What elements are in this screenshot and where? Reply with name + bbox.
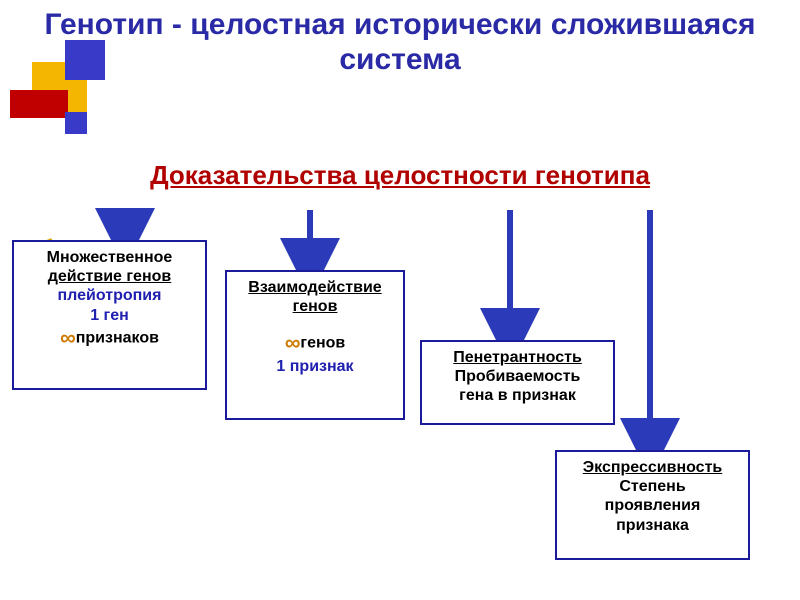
box4-line1: Экспрессивность	[565, 458, 740, 477]
box-interaction: Взаимодействие генов ∞генов 1 признак	[225, 270, 405, 420]
box1-line2: действие генов	[22, 267, 197, 286]
box1-line5: ∞признаков	[22, 325, 197, 351]
infinity-icon: ∞	[285, 330, 301, 355]
box2-line3-text: генов	[300, 335, 345, 352]
deco-sq-2	[10, 90, 68, 118]
box-penetrance: Пенетрантность Пробиваемость гена в приз…	[420, 340, 615, 425]
box3-line1: Пенетрантность	[430, 348, 605, 367]
subtitle: Доказательства целостности генотипа	[0, 160, 800, 191]
box4-line4: признака	[565, 516, 740, 535]
box1-line5-text: признаков	[76, 329, 159, 346]
box2-spacer	[235, 316, 395, 330]
infinity-icon: ∞	[60, 325, 76, 350]
box1-line1: Множественное	[22, 248, 197, 267]
box-expressivity: Экспрессивность Степень проявления призн…	[555, 450, 750, 560]
box-pleiotropy: Множественное действие генов плейотропия…	[12, 240, 207, 390]
box1-line3: плейотропия	[22, 286, 197, 305]
box4-line3: проявления	[565, 496, 740, 515]
box2-line4: 1 признак	[235, 357, 395, 376]
box3-line2: Пробиваемость	[430, 367, 605, 386]
box2-line3: ∞генов	[235, 330, 395, 356]
box4-line2: Степень	[565, 477, 740, 496]
box3-line3: гена в признак	[430, 386, 605, 405]
deco-sq-4	[65, 112, 87, 134]
box2-line2: генов	[235, 297, 395, 316]
page-title: Генотип - целостная исторически сложивша…	[0, 8, 800, 77]
box2-line1: Взаимодействие	[235, 278, 395, 297]
box1-line4: 1 ген	[22, 306, 197, 325]
